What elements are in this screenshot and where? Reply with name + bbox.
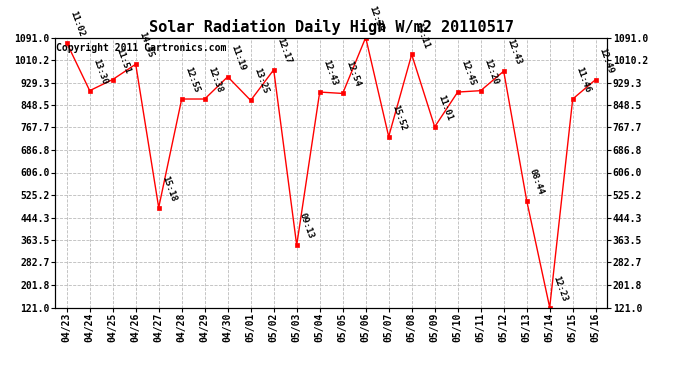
Text: 12:43: 12:43 <box>321 59 339 87</box>
Text: 11:01: 11:01 <box>436 93 453 122</box>
Text: 13:30: 13:30 <box>91 57 108 86</box>
Text: 12:23: 12:23 <box>551 274 569 303</box>
Text: 08:44: 08:44 <box>528 167 546 196</box>
Text: 12:55: 12:55 <box>183 66 201 94</box>
Text: 12:17: 12:17 <box>275 36 293 65</box>
Text: 11:02: 11:02 <box>68 9 86 38</box>
Title: Solar Radiation Daily High W/m2 20110517: Solar Radiation Daily High W/m2 20110517 <box>149 19 513 35</box>
Text: 12:20: 12:20 <box>482 57 500 86</box>
Text: 12:54: 12:54 <box>344 60 362 88</box>
Text: 12:49: 12:49 <box>597 46 615 75</box>
Text: 15:52: 15:52 <box>390 103 408 132</box>
Text: 14:45: 14:45 <box>137 31 155 59</box>
Text: 11:19: 11:19 <box>229 44 246 72</box>
Text: 15:18: 15:18 <box>160 174 177 202</box>
Text: 12:43: 12:43 <box>505 38 522 66</box>
Text: 13:25: 13:25 <box>252 67 270 95</box>
Text: 11:51: 11:51 <box>114 46 132 75</box>
Text: 12:39: 12:39 <box>367 4 384 33</box>
Text: Copyright 2011 Cartronics.com: Copyright 2011 Cartronics.com <box>57 43 227 53</box>
Text: 11:46: 11:46 <box>574 66 591 94</box>
Text: 12:38: 12:38 <box>206 66 224 94</box>
Text: 13:11: 13:11 <box>413 21 431 50</box>
Text: 12:45: 12:45 <box>459 59 477 87</box>
Text: 09:13: 09:13 <box>298 212 315 240</box>
